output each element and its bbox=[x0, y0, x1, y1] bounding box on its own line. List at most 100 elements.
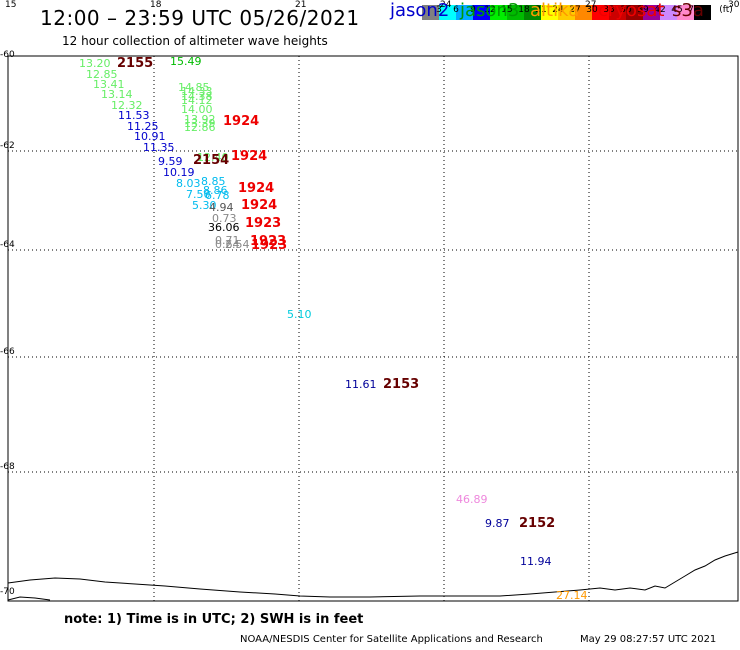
legend-jason2: jason2 bbox=[390, 0, 450, 21]
scale-swatch bbox=[490, 5, 507, 20]
wave-height-value: 0.73 bbox=[212, 212, 237, 225]
scale-label: 15 bbox=[501, 5, 513, 15]
scale-swatch bbox=[473, 5, 490, 20]
pass-time-label: 2152 bbox=[519, 516, 556, 531]
lat-label: -68 bbox=[0, 462, 15, 472]
wave-height-value: 9.87 bbox=[485, 517, 510, 530]
wave-height-value: 8.85 bbox=[201, 175, 226, 188]
scale-swatch bbox=[507, 5, 524, 20]
scale-label: 18 bbox=[518, 5, 530, 15]
pass-time-label: 1923 bbox=[245, 216, 282, 231]
scale-label: 39 bbox=[637, 5, 649, 15]
wave-height-value: 13.14 bbox=[101, 88, 133, 101]
lon-label: 30 bbox=[728, 0, 740, 10]
wave-height-value: 0.64 bbox=[215, 238, 240, 251]
scale-label: 6 bbox=[453, 5, 459, 15]
wave-height-value: 36.06 bbox=[208, 221, 240, 234]
map-title: 12:00 – 23:59 UTC 05/26/2021 bbox=[40, 6, 360, 30]
scale-label: 24 bbox=[552, 5, 564, 15]
wave-height-value: 14.85 bbox=[178, 81, 210, 94]
lat-label: -70 bbox=[0, 587, 15, 597]
pass-time-label: 1923 bbox=[251, 238, 288, 253]
wave-height-value: 10.91 bbox=[134, 130, 166, 143]
wave-height-value: 13.92 bbox=[184, 113, 216, 126]
wave-height-value: 14.38 bbox=[181, 90, 213, 103]
pass-time-label: 1924 bbox=[238, 181, 275, 196]
wave-height-value: 11.94 bbox=[520, 555, 552, 568]
pass-time-label: 1924 bbox=[231, 149, 268, 164]
scale-swatch bbox=[524, 5, 541, 20]
wave-height-value: 12.40 bbox=[197, 151, 229, 164]
wave-height-value: 5.10 bbox=[287, 308, 312, 321]
wave-height-value: 0.71 bbox=[215, 234, 240, 247]
scale-swatch bbox=[541, 5, 558, 20]
wave-height-value: 15.49 bbox=[170, 55, 202, 68]
wave-height-value: 8.03 bbox=[176, 177, 201, 190]
wave-height-value: 10.19 bbox=[163, 166, 195, 179]
legend-jason3: jason3 bbox=[460, 0, 520, 21]
wave-height-value: 2.54 bbox=[225, 238, 250, 251]
pass-time-label: 1923 bbox=[250, 234, 287, 249]
map-subtitle: 12 hour collection of altimeter wave hei… bbox=[62, 34, 328, 48]
wave-height-value: 13.41 bbox=[93, 78, 125, 91]
scale-swatch bbox=[643, 5, 660, 20]
wave-height-value: 12.32 bbox=[111, 99, 143, 112]
legend-cryosat: cryosat bbox=[598, 0, 665, 21]
wave-height-value: 5.30 bbox=[192, 199, 217, 212]
scale-label: 36 bbox=[620, 5, 632, 15]
scale-swatch bbox=[660, 5, 677, 20]
lon-label: 27 bbox=[585, 0, 597, 10]
wave-height-value: 11.53 bbox=[118, 109, 150, 122]
scale-label: 12 bbox=[484, 5, 496, 15]
legend-altika: altika bbox=[530, 0, 580, 21]
wave-height-value: 27.14 bbox=[556, 589, 588, 602]
wave-height-value: 6.78 bbox=[205, 189, 230, 202]
scale-swatch bbox=[626, 5, 643, 20]
footer-note: note: 1) Time is in UTC; 2) SWH is in fe… bbox=[64, 612, 364, 627]
scale-swatch bbox=[609, 5, 626, 20]
scale-swatch bbox=[677, 5, 694, 20]
lon-label: 24 bbox=[440, 0, 452, 10]
scale-swatch bbox=[439, 5, 456, 20]
pass-time-label: 1924 bbox=[241, 198, 278, 213]
antarctic-coastline bbox=[7, 551, 739, 598]
scale-swatch bbox=[575, 5, 592, 20]
wave-height-value: 13.20 bbox=[79, 57, 111, 70]
scale-swatch bbox=[456, 5, 473, 20]
wave-height-value: 13.39 bbox=[184, 117, 216, 130]
wave-height-value: 12.86 bbox=[184, 121, 216, 134]
lon-label: 18 bbox=[150, 0, 162, 10]
wave-height-value: 14.00 bbox=[181, 103, 213, 116]
scale-label: 9 bbox=[470, 5, 476, 15]
wave-height-value: 9.59 bbox=[158, 155, 183, 168]
scale-swatch bbox=[558, 5, 575, 20]
scale-label: 30 bbox=[586, 5, 598, 15]
scale-label: 21 bbox=[535, 5, 547, 15]
lat-label: -60 bbox=[0, 50, 15, 60]
scale-unit: (ft) bbox=[719, 5, 733, 15]
lat-label: -62 bbox=[0, 141, 15, 151]
pass-time-label: 2155 bbox=[117, 56, 154, 71]
lat-label: -64 bbox=[0, 240, 15, 250]
wave-height-value: 11.35 bbox=[143, 141, 175, 154]
wave-height-value: 11.25 bbox=[127, 120, 159, 133]
wave-height-value: 11.61 bbox=[345, 378, 377, 391]
wave-height-value: 14.33 bbox=[181, 85, 213, 98]
lat-label: -66 bbox=[0, 347, 15, 357]
wave-height-value: 12.85 bbox=[86, 68, 118, 81]
scale-label: 45 bbox=[671, 5, 683, 15]
scale-label: 3 bbox=[436, 5, 442, 15]
legend-s3a: s3a bbox=[672, 0, 704, 21]
pass-time-label: 2154 bbox=[193, 153, 230, 168]
scale-label: 27 bbox=[569, 5, 581, 15]
credit-text: NOAA/NESDIS Center for Satellite Applica… bbox=[240, 634, 543, 645]
scale-swatch bbox=[422, 5, 439, 20]
pass-time-label: 2153 bbox=[383, 377, 420, 392]
wave-height-value: 8.86 bbox=[203, 184, 228, 197]
scale-label: 33 bbox=[603, 5, 615, 15]
pass-time-label: 1924 bbox=[223, 114, 260, 129]
timestamp-text: May 29 08:27:57 UTC 2021 bbox=[580, 634, 717, 645]
scale-label: 70 bbox=[688, 5, 700, 15]
wave-height-value: 46.89 bbox=[456, 493, 488, 506]
